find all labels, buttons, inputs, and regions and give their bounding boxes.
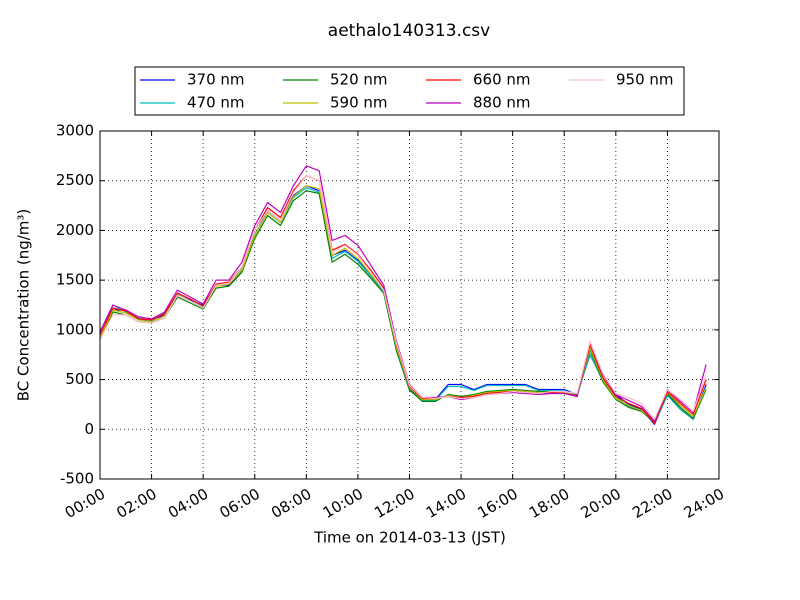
y-tick-label: 2000 bbox=[56, 221, 94, 239]
data-line bbox=[99, 190, 707, 423]
data-line bbox=[99, 187, 707, 424]
x-tick-label: 02:00 bbox=[113, 485, 159, 522]
y-tick-label: 500 bbox=[65, 370, 94, 388]
legend-label: 520 nm bbox=[330, 71, 388, 89]
y-axis-label: BC Concentration (ng/m³) bbox=[15, 209, 33, 402]
x-tick-label: 16:00 bbox=[474, 485, 520, 522]
y-tick-label: 0 bbox=[84, 420, 94, 438]
x-tick-label: 20:00 bbox=[578, 485, 624, 522]
legend-label: 880 nm bbox=[473, 94, 531, 112]
chart-title: aethalo140313.csv bbox=[328, 21, 490, 41]
x-tick-label: 00:00 bbox=[62, 485, 108, 522]
x-axis-label: Time on 2014-03-13 (JST) bbox=[313, 529, 506, 547]
x-tick-label: 12:00 bbox=[371, 485, 417, 522]
legend-label: 370 nm bbox=[187, 71, 245, 89]
legend-label: 660 nm bbox=[473, 71, 531, 89]
x-tick-label: 06:00 bbox=[217, 485, 263, 522]
x-tick-label: 04:00 bbox=[165, 485, 211, 522]
x-tick-label: 14:00 bbox=[423, 485, 469, 522]
data-line bbox=[99, 175, 707, 424]
x-tick-label: 24:00 bbox=[681, 485, 727, 522]
y-tick-label: 1500 bbox=[56, 271, 94, 289]
x-tick-label: 10:00 bbox=[320, 485, 366, 522]
legend-label: 590 nm bbox=[330, 94, 388, 112]
data-line bbox=[99, 165, 707, 422]
y-tick-label: 3000 bbox=[56, 122, 94, 140]
x-tick-label: 08:00 bbox=[268, 485, 314, 522]
legend-label: 470 nm bbox=[187, 94, 245, 112]
legend-label: 950 nm bbox=[616, 71, 674, 89]
data-line bbox=[99, 185, 707, 425]
x-tick-label: 18:00 bbox=[526, 485, 572, 522]
y-tick-label: -500 bbox=[60, 470, 94, 488]
x-tick-label: 22:00 bbox=[629, 485, 675, 522]
y-tick-label: 1000 bbox=[56, 320, 94, 338]
legend-box bbox=[134, 66, 685, 116]
plot-frame bbox=[99, 130, 720, 480]
y-tick-label: 2500 bbox=[56, 171, 94, 189]
data-line bbox=[99, 175, 707, 420]
